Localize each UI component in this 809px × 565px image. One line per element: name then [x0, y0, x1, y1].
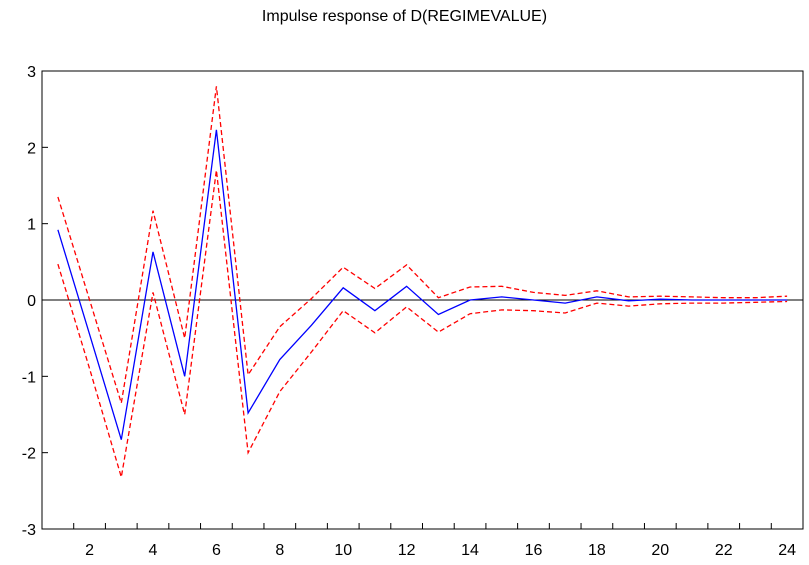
y-tick-label: 3 — [27, 64, 36, 81]
y-tick-label: -1 — [22, 369, 36, 386]
chart-title: Impulse response of D(REGIMEVALUE) — [261, 8, 548, 25]
x-tick-label: 10 — [334, 542, 352, 559]
x-tick-label: 14 — [461, 542, 479, 559]
y-tick-label: 0 — [27, 293, 36, 310]
x-tick-label: 16 — [525, 542, 543, 559]
x-tick-label: 20 — [651, 542, 669, 559]
series-line-upper — [57, 86, 788, 404]
x-tick-label: 6 — [212, 542, 221, 559]
x-tick-label: 18 — [588, 542, 606, 559]
x-tick-label: 22 — [715, 542, 733, 559]
y-tick-label: 2 — [27, 140, 36, 157]
x-tick-label: 8 — [275, 542, 284, 559]
x-tick-label: 2 — [85, 542, 94, 559]
series-layer — [57, 86, 788, 478]
y-tick-label: -2 — [22, 446, 36, 463]
series-line-response — [57, 129, 788, 440]
y-tick-label: 1 — [27, 217, 36, 234]
y-tick-label: -3 — [22, 522, 36, 539]
x-tick-label: 12 — [398, 542, 416, 559]
x-tick-label: 4 — [149, 542, 158, 559]
series-line-lower — [57, 170, 788, 478]
x-tick-label: 24 — [778, 542, 796, 559]
